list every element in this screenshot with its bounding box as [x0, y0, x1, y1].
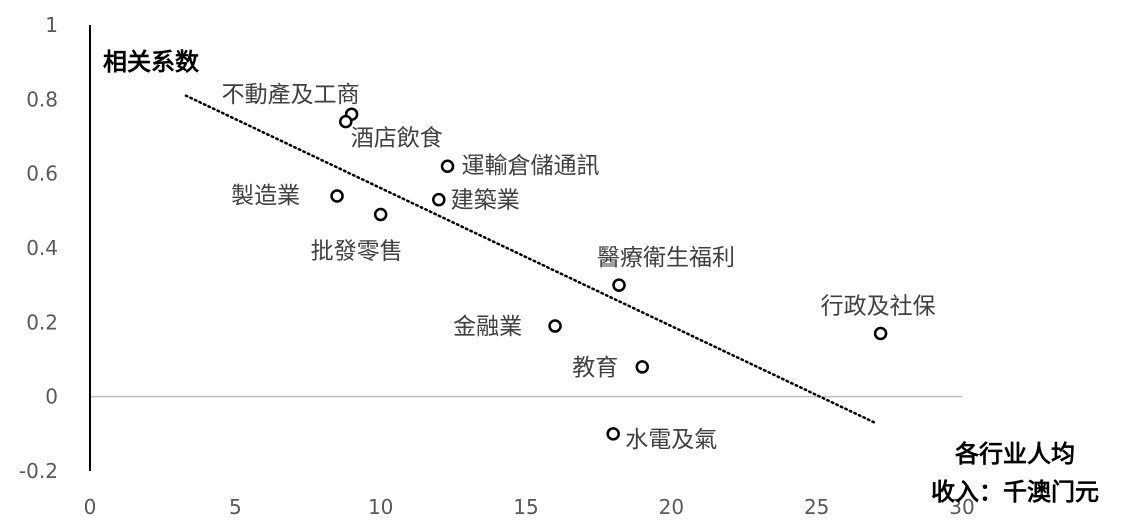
x-tick-label: 0 — [84, 495, 97, 519]
data-point-marker — [440, 159, 455, 173]
data-point-label: 批發零售 — [311, 239, 403, 265]
x-tick-label: 30 — [949, 495, 974, 519]
y-axis-title: 相关系数 — [103, 48, 200, 76]
x-axis-title-line-2: 收入：千澳门元 — [931, 478, 1099, 506]
data-point-label: 金融業 — [453, 314, 522, 340]
data-point-marker — [873, 326, 888, 341]
data-point-marker — [432, 192, 446, 207]
data-point-label: 教育 — [572, 355, 618, 381]
data-point-marker — [635, 360, 650, 374]
y-tick-labels: -0.2 0 0.2 0.4 0.6 0.8 1 — [19, 13, 58, 483]
y-tick-label: 0.2 — [26, 310, 58, 334]
x-axis-title-line-1: 各行业人均 — [954, 440, 1075, 468]
y-tick-label: -0.2 — [19, 459, 58, 483]
data-points — [330, 107, 888, 441]
data-point-marker — [606, 427, 620, 441]
data-point-label: 不動產及工商 — [222, 82, 360, 108]
y-tick-label: 0.8 — [26, 87, 58, 111]
y-tick-label: 0 — [45, 385, 58, 409]
data-point-marker — [330, 189, 344, 203]
data-point-label: 酒店飲食 — [351, 126, 443, 152]
data-point-label: 運輸倉儲通訊 — [462, 153, 600, 179]
data-point-marker — [548, 319, 562, 333]
data-point-label: 行政及社保 — [821, 293, 936, 319]
y-tick-label: 0.4 — [26, 236, 58, 260]
data-point-marker — [339, 114, 353, 129]
y-tick-label: 0.6 — [26, 162, 58, 186]
x-tick-label: 25 — [804, 495, 829, 519]
trendline — [184, 94, 877, 424]
data-point-label: 醫療衛生福利 — [597, 245, 735, 271]
data-point-marker — [612, 278, 626, 292]
x-tick-labels: 0 5 10 15 20 25 30 — [84, 495, 975, 519]
data-point-label: 水電及氣 — [625, 427, 717, 453]
x-tick-label: 10 — [368, 495, 393, 519]
y-tick-label: 1 — [45, 13, 58, 37]
x-tick-label: 15 — [513, 495, 538, 519]
x-tick-label: 5 — [229, 495, 242, 519]
data-point-marker — [373, 207, 388, 222]
x-tick-label: 20 — [659, 495, 684, 519]
data-point-label: 製造業 — [231, 183, 300, 209]
data-point-label: 建築業 — [451, 188, 520, 214]
